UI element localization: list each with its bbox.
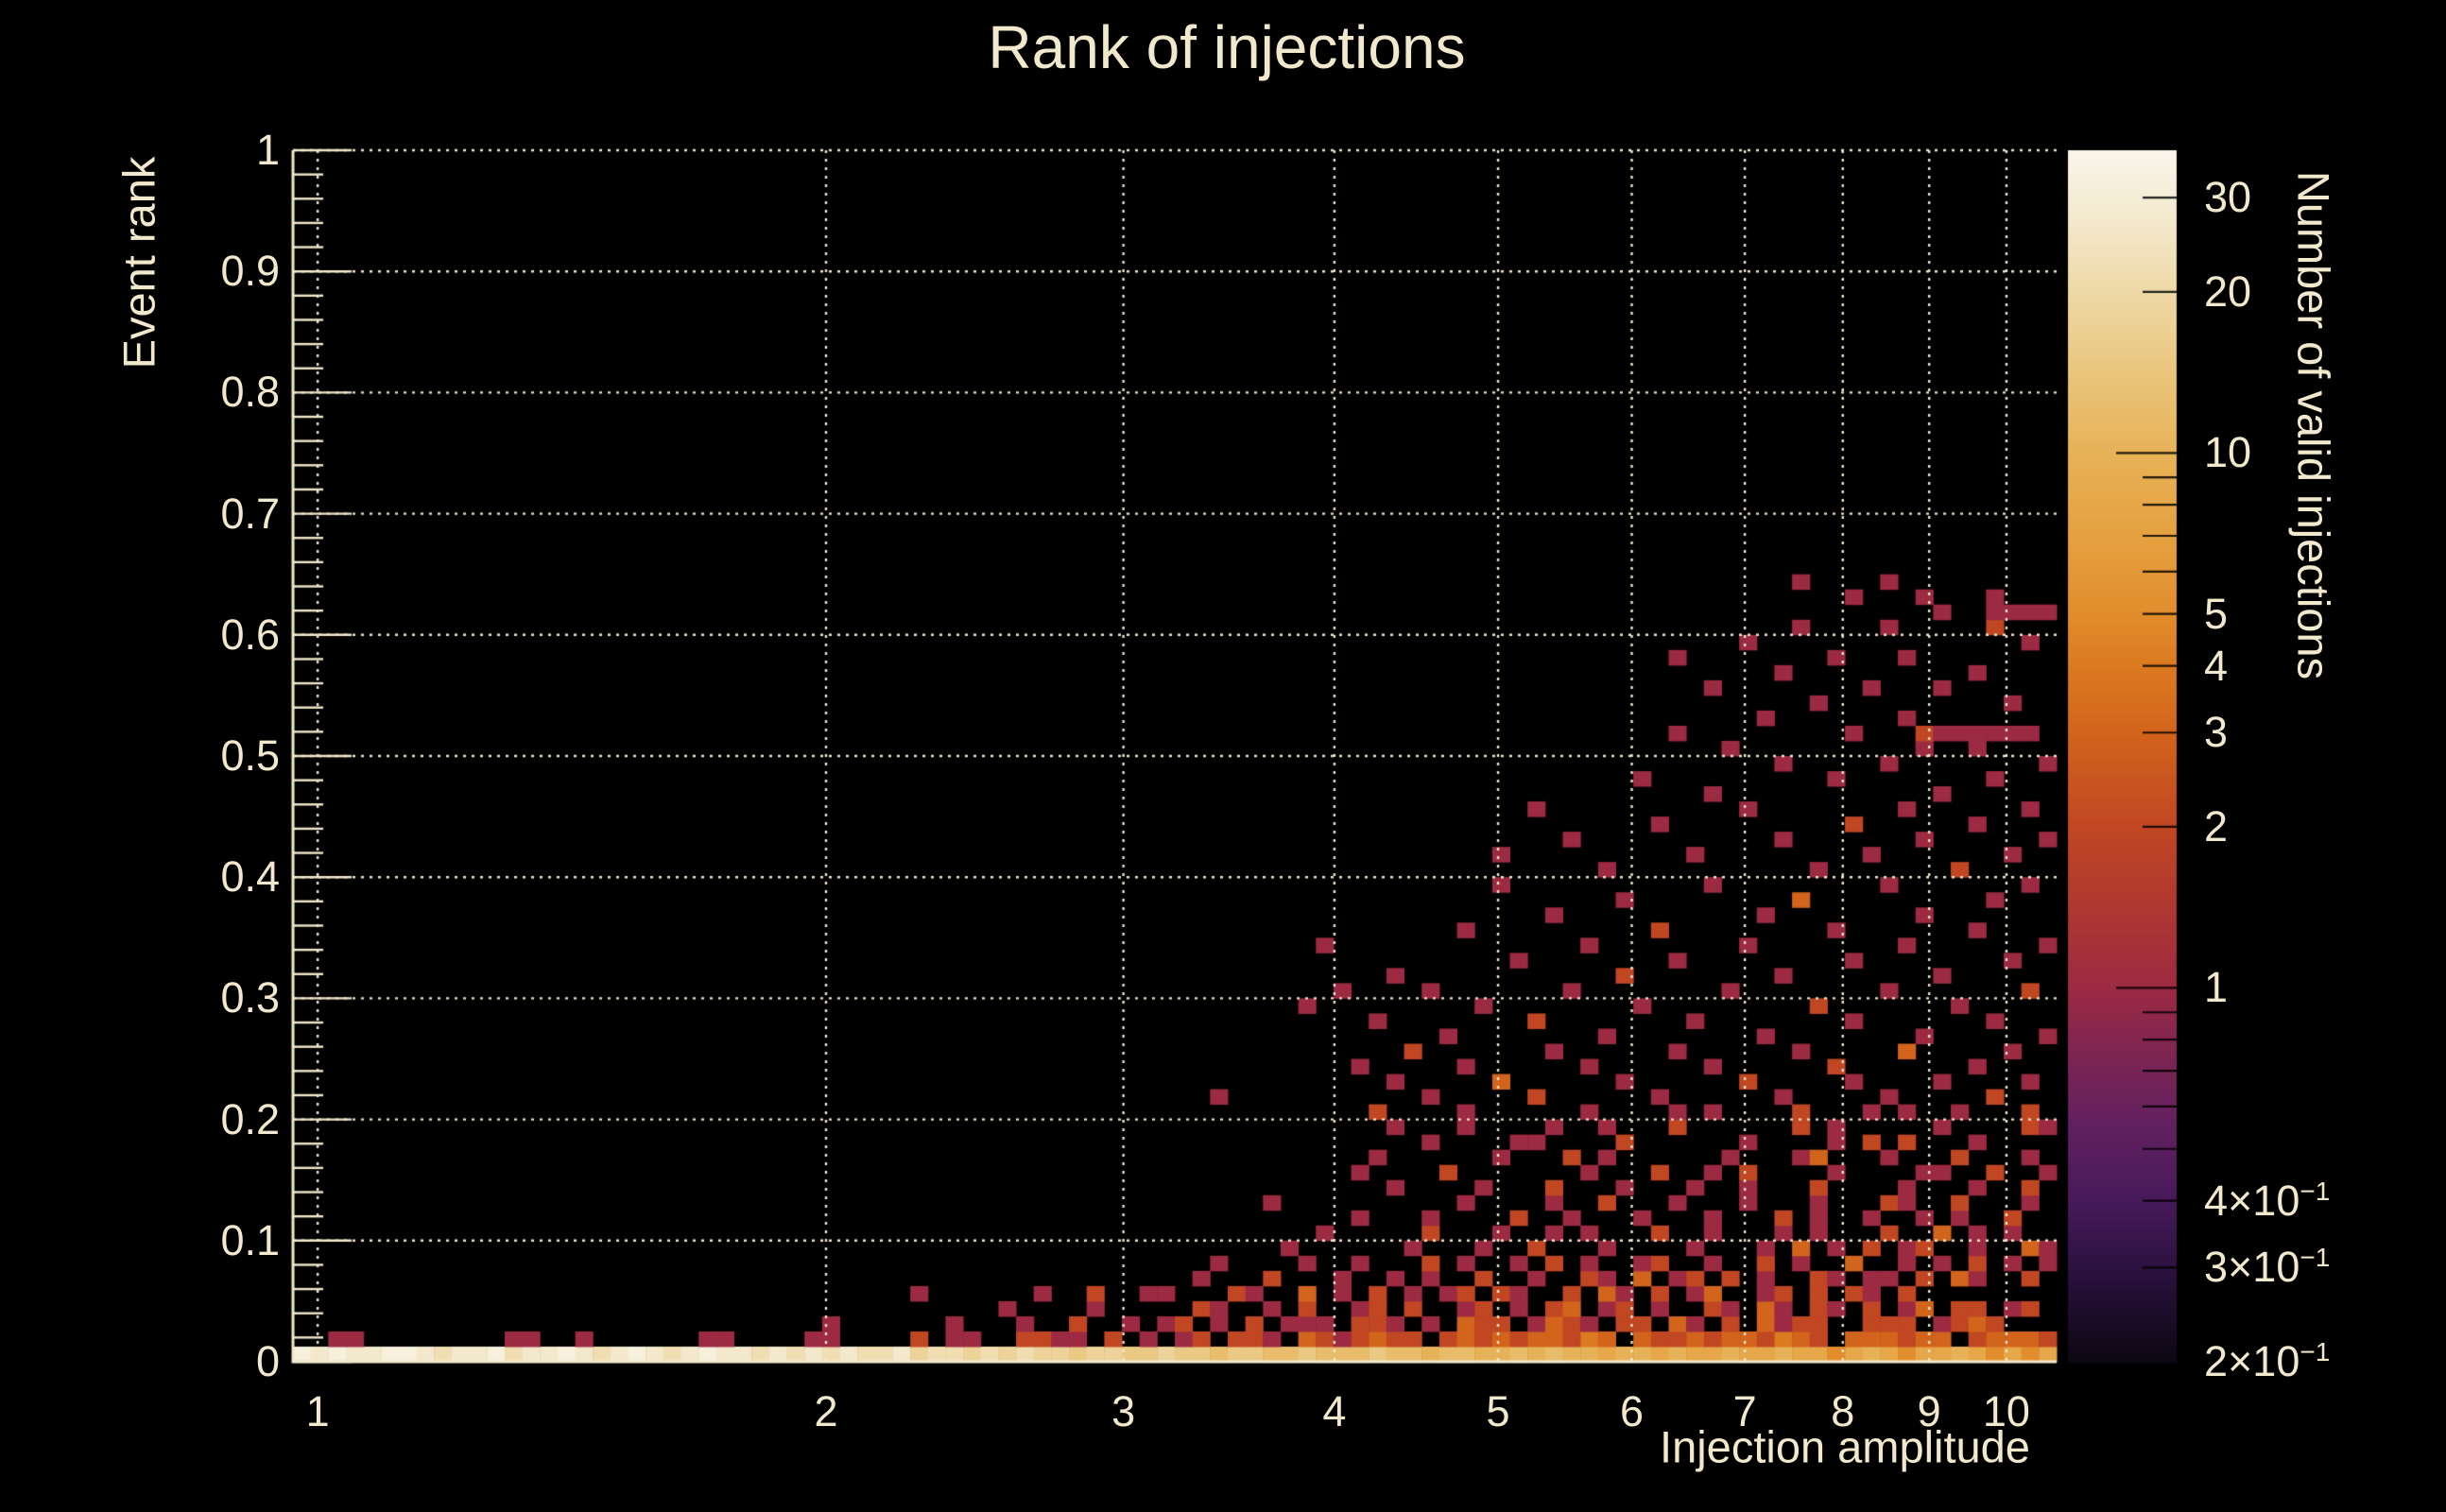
- heatmap-canvas: [0, 0, 2446, 1512]
- root-canvas-pad: Rank of injections Event rank Injection …: [0, 0, 2446, 1512]
